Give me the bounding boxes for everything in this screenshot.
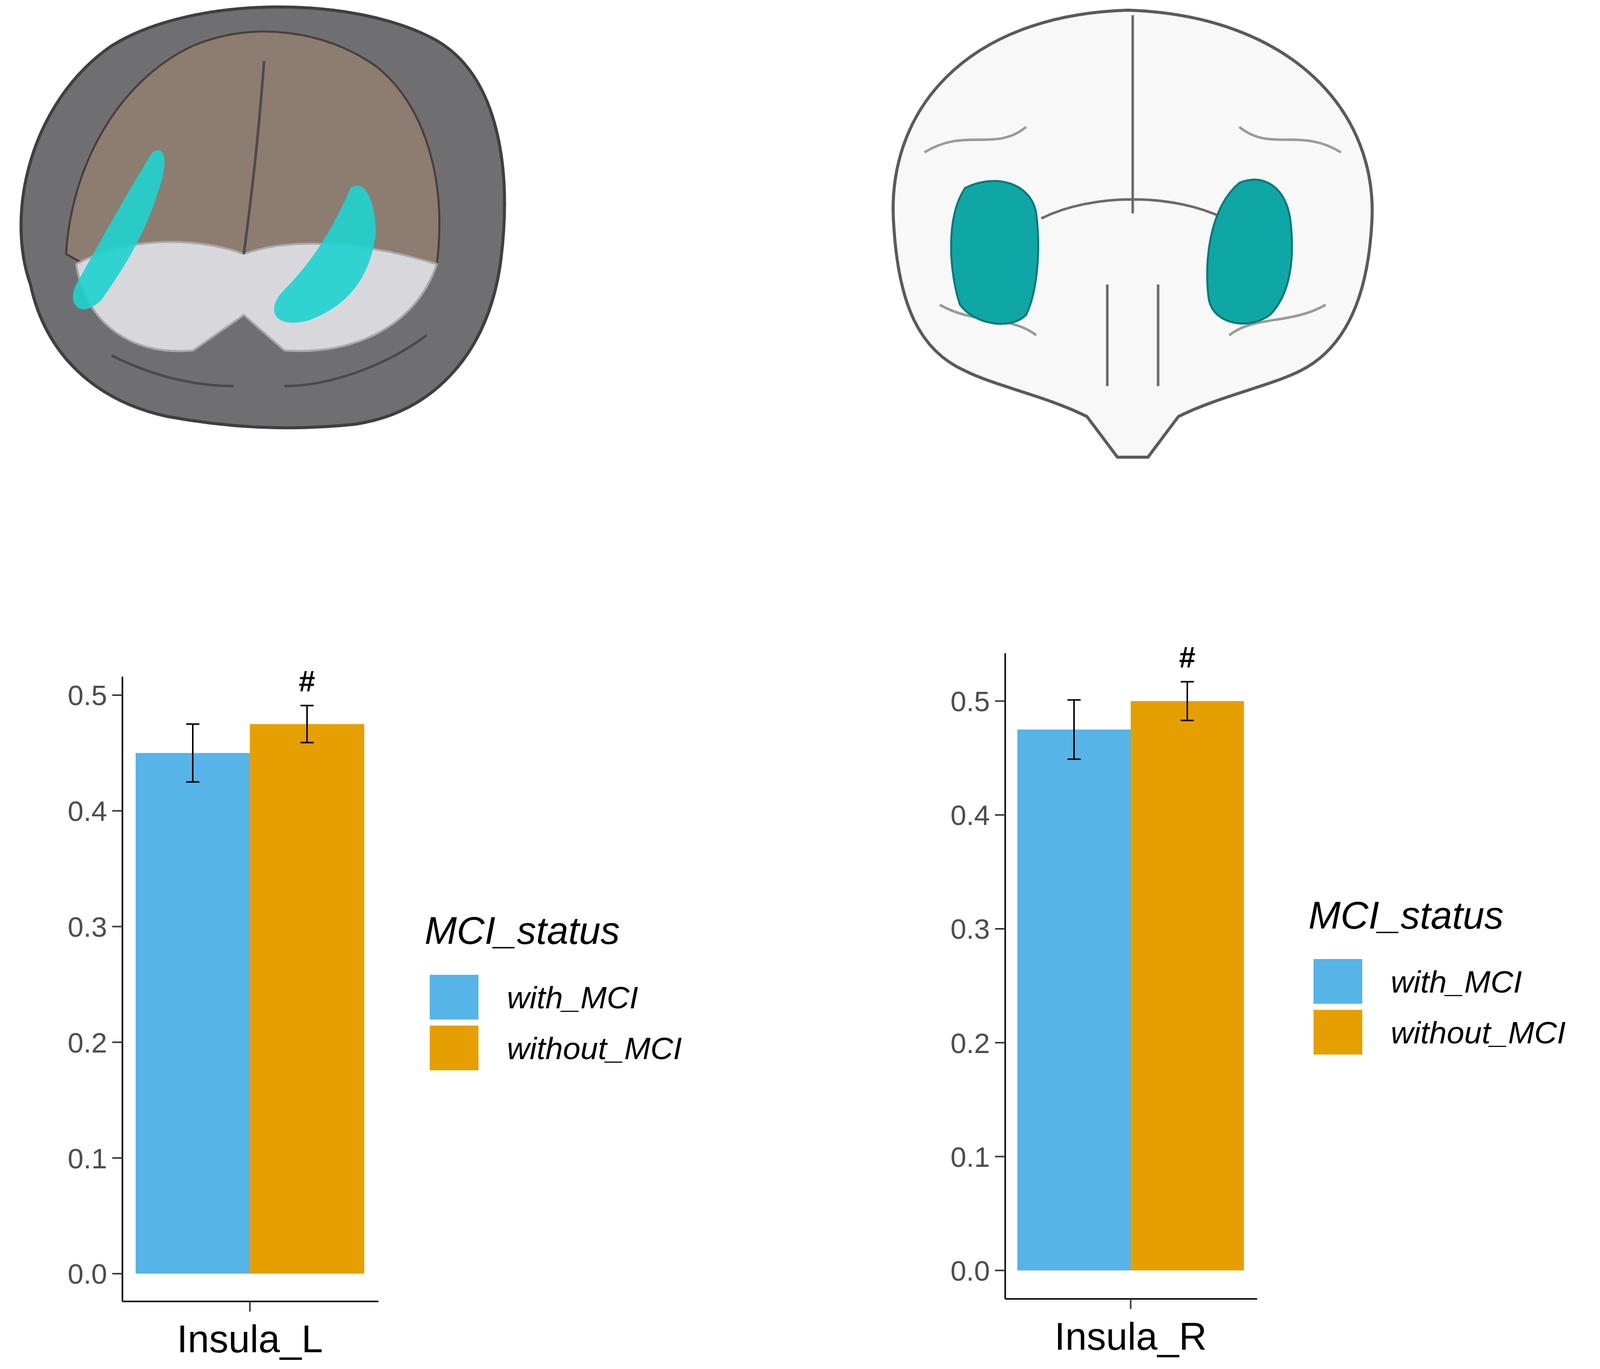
y-tick (995, 700, 1006, 702)
brain-glass-outline (892, 10, 1372, 458)
y-tick (995, 928, 1006, 930)
y-tick-label: 0.4 (950, 798, 990, 831)
insula-right (274, 185, 376, 324)
error-bar (1067, 699, 1081, 760)
error-cap (300, 741, 314, 744)
error-cap (186, 781, 200, 783)
legend-key (429, 1025, 479, 1071)
y-tick (995, 1269, 1006, 1271)
legend-label: with_MCI (506, 979, 638, 1015)
bar (1017, 729, 1131, 1271)
error-stem (1186, 681, 1189, 721)
error-cap (186, 723, 200, 725)
y-tick-label: 0.2 (950, 1027, 990, 1060)
y-tick (995, 1155, 1006, 1158)
annotation: # (298, 664, 315, 698)
y-tick-label: 0.2 (67, 1026, 108, 1059)
legend-key (429, 974, 479, 1020)
y-tick-label: 0.3 (950, 912, 990, 945)
y-tick (112, 1157, 123, 1159)
midline (1041, 15, 1225, 387)
y-tick (995, 1041, 1006, 1044)
legend-label: without_MCI (1390, 1014, 1566, 1050)
legend-key (1313, 958, 1363, 1004)
legend-label: without_MCI (506, 1030, 683, 1066)
bar (249, 723, 365, 1274)
error-stem (192, 723, 194, 782)
legend-title: MCI_status (1308, 893, 1504, 937)
y-tick-label: 0.3 (67, 910, 108, 943)
insula-right (1207, 179, 1293, 324)
brain-sulci (924, 126, 1341, 336)
error-cap (1180, 681, 1195, 683)
bar (135, 752, 250, 1274)
y-tick (995, 814, 1006, 816)
y-tick-label: 0.5 (67, 679, 108, 712)
y-tick-label: 0.1 (67, 1142, 108, 1175)
y-tick (112, 1272, 123, 1275)
error-cap (1067, 698, 1081, 701)
plot-area (1017, 681, 1244, 1271)
white-matter (76, 241, 437, 351)
bar-chart: #0.0 0.1 0.2 0.3 0.4 0.5 Insula_R MCI_statuswit… (950, 640, 1566, 1358)
y-tick (112, 694, 123, 696)
legend: MCI_status with_MCI without_MCI (424, 908, 683, 1071)
error-bar (300, 705, 314, 743)
plot-area (135, 705, 365, 1274)
error-cap (1067, 758, 1081, 760)
brain-outline (20, 7, 505, 429)
error-bar (1180, 681, 1195, 721)
brain-gyri (111, 60, 427, 387)
y-tick (112, 810, 123, 812)
x-tick (249, 1301, 251, 1312)
y-tick (112, 925, 123, 928)
bar (1130, 700, 1244, 1271)
y-tick-label: 0.0 (67, 1257, 108, 1290)
brain-illustration-right (892, 10, 1372, 458)
x-tick (1130, 1298, 1132, 1309)
y-axis-line (121, 676, 124, 1302)
y-tick-label: 0.0 (950, 1254, 990, 1287)
legend: MCI_status with_MCI without_MCI (1308, 893, 1566, 1055)
insula-left (73, 149, 165, 309)
y-axis-line (1004, 653, 1007, 1299)
x-tick-label: Insula_R (1054, 1314, 1207, 1358)
error-cap (300, 704, 314, 707)
error-stem (306, 705, 308, 743)
y-tick-label: 0.1 (950, 1140, 990, 1173)
insula-left (951, 180, 1039, 324)
x-tick-label: Insula_L (176, 1317, 323, 1361)
legend-key (1313, 1009, 1363, 1055)
bar-chart: #0.0 0.1 0.2 0.3 0.4 0.5 Insula_L MCI_statuswit… (67, 664, 682, 1361)
error-cap (1180, 719, 1195, 722)
legend-title: MCI_status (424, 908, 620, 952)
y-tick-label: 0.4 (67, 794, 108, 827)
y-tick-label: 0.5 (950, 685, 990, 718)
y-tick (112, 1041, 123, 1043)
legend-label: with_MCI (1390, 964, 1522, 1000)
brain-illustration-left (20, 7, 505, 429)
error-stem (1073, 699, 1075, 760)
annotation: # (1178, 640, 1196, 674)
error-bar (186, 723, 200, 782)
